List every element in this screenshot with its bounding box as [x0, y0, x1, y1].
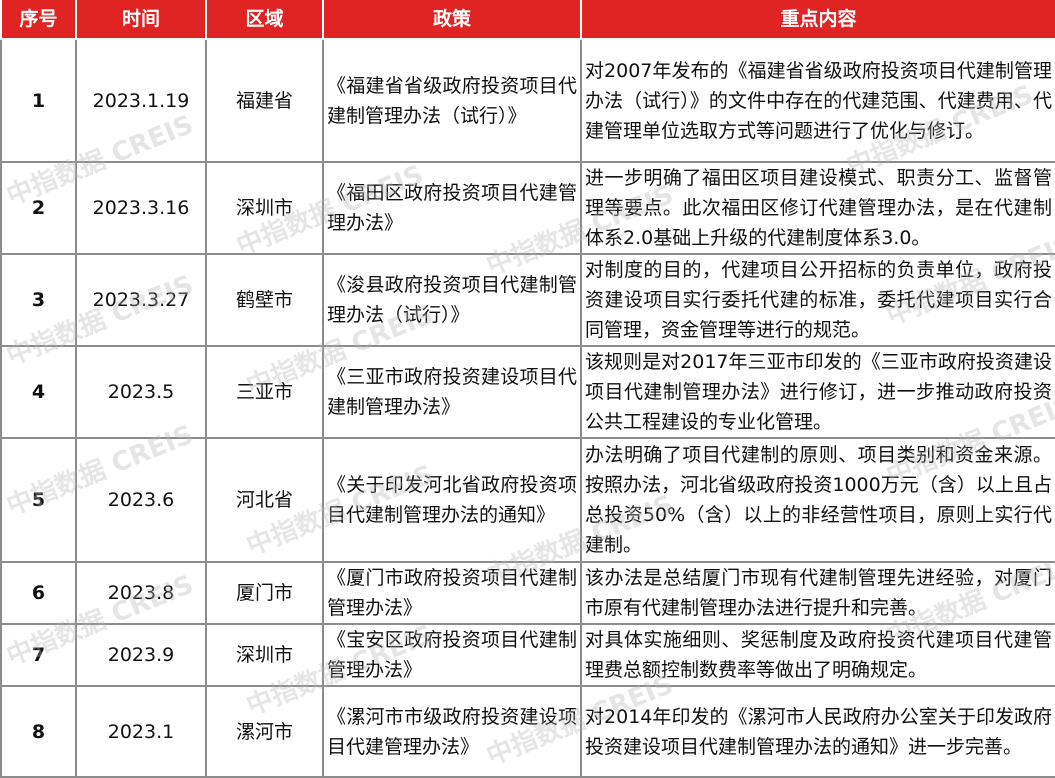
table-row: 7 2023.9 深圳市 《宝安区政府投资项目代建制管理办法》 对具体实施细则、奖惩制度… [0, 623, 1055, 687]
row-region: 河北省 [205, 437, 324, 563]
row-policy: 《福田区政府投资项目代建管理办法》 [322, 161, 582, 255]
row-region: 深圳市 [205, 623, 324, 687]
header-row: 序号 时间 区域 政策 重点内容 [0, 0, 1055, 40]
header-content: 重点内容 [580, 0, 1055, 40]
row-number: 7 [0, 623, 77, 687]
row-date: 2023.8 [75, 561, 207, 625]
row-policy: 《漯河市市级政府投资建设项目代建管理办法》 [322, 685, 582, 778]
table-row: 1 2023.1.19 福建省 《福建省省级政府投资项目代建制管理办法（试行）》 对20… [0, 38, 1055, 163]
row-number: 3 [0, 253, 77, 347]
row-number: 4 [0, 345, 77, 439]
row-date: 2023.1 [75, 685, 207, 778]
row-date: 2023.6 [75, 437, 207, 563]
row-date: 2023.9 [75, 623, 207, 687]
table-row: 6 2023.8 厦门市 《厦门市政府投资项目代建制管理办法》 该办法是总结厦门市现有代… [0, 561, 1055, 625]
table-row: 2 2023.3.16 深圳市 《福田区政府投资项目代建管理办法》 进一步明确了福田区项… [0, 161, 1055, 255]
header-region: 区域 [205, 0, 324, 40]
row-policy: 《关于印发河北省政府投资项目代建制管理办法的通知》 [322, 437, 582, 563]
table-row: 4 2023.5 三亚市 《三亚市政府投资建设项目代建制管理办法》 该规则是对2017年… [0, 345, 1055, 439]
header-no: 序号 [0, 0, 77, 40]
row-date: 2023.5 [75, 345, 207, 439]
row-date: 2023.3.16 [75, 161, 207, 255]
row-number: 6 [0, 561, 77, 625]
row-number: 2 [0, 161, 77, 255]
row-region: 三亚市 [205, 345, 324, 439]
row-content: 对具体实施细则、奖惩制度及政府投资代建项目代建管理费总额控制数费率等做出了明确规… [580, 623, 1055, 687]
row-content: 对制度的目的，代建项目公开招标的负责单位，政府投资建设项目实行委托代建的标准，委… [580, 253, 1055, 347]
row-region: 厦门市 [205, 561, 324, 625]
row-region: 漯河市 [205, 685, 324, 778]
row-policy: 《宝安区政府投资项目代建制管理办法》 [322, 623, 582, 687]
header-policy: 政策 [322, 0, 582, 40]
row-content: 对2014年印发的《漯河市人民政府办公室关于印发政府投资建设项目代建制管理办法的… [580, 685, 1055, 778]
row-policy: 《福建省省级政府投资项目代建制管理办法（试行）》 [322, 38, 582, 163]
table-row: 3 2023.3.27 鹤壁市 《浚县政府投资项目代建制管理办法（试行）》 对制度的目的… [0, 253, 1055, 347]
row-date: 2023.3.27 [75, 253, 207, 347]
row-region: 深圳市 [205, 161, 324, 255]
row-policy: 《三亚市政府投资建设项目代建制管理办法》 [322, 345, 582, 439]
row-content: 该办法是总结厦门市现有代建制管理先进经验，对厦门市原有代建制管理办法进行提升和完… [580, 561, 1055, 625]
row-content: 办法明确了项目代建制的原则、项目类别和资金来源。按照办法，河北省级政府投资100… [580, 437, 1055, 563]
header-date: 时间 [75, 0, 207, 40]
row-policy: 《浚县政府投资项目代建制管理办法（试行）》 [322, 253, 582, 347]
row-number: 1 [0, 38, 77, 163]
row-number: 8 [0, 685, 77, 778]
row-number: 5 [0, 437, 77, 563]
row-content: 该规则是对2017年三亚市印发的《三亚市政府投资建设项目代建制管理办法》进行修订… [580, 345, 1055, 439]
table-row: 5 2023.6 河北省 《关于印发河北省政府投资项目代建制管理办法的通知》 办法明确了… [0, 437, 1055, 563]
row-region: 福建省 [205, 38, 324, 163]
row-date: 2023.1.19 [75, 38, 207, 163]
row-content: 进一步明确了福田区项目建设模式、职责分工、监督管理等要点。此次福田区修订代建管理… [580, 161, 1055, 255]
table-row: 8 2023.1 漯河市 《漯河市市级政府投资建设项目代建管理办法》 对2014年印发的… [0, 685, 1055, 778]
row-region: 鹤壁市 [205, 253, 324, 347]
row-policy: 《厦门市政府投资项目代建制管理办法》 [322, 561, 582, 625]
row-content: 对2007年发布的《福建省省级政府投资项目代建制管理办法（试行）》的文件中存在的… [580, 38, 1055, 163]
